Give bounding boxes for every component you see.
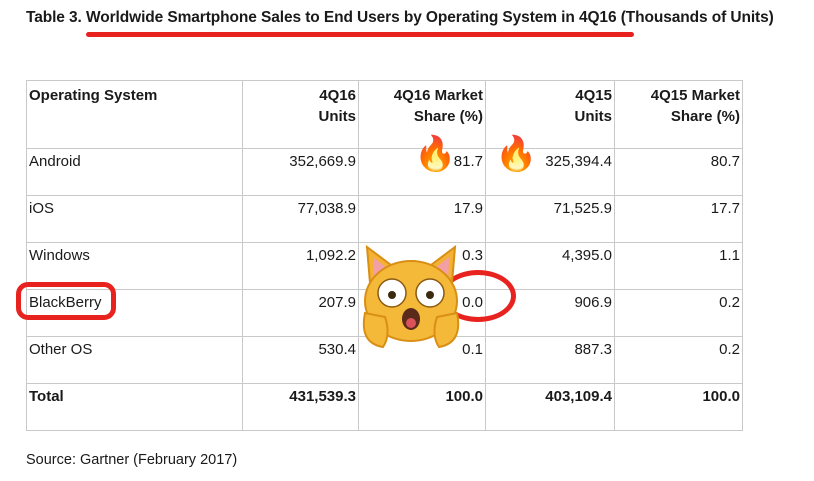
os-name: BlackBerry	[26, 289, 243, 337]
table-caption: Table 3. Worldwide Smartphone Sales to E…	[26, 9, 774, 27]
units-4q16: 1,092.2	[242, 242, 359, 290]
source-note: Source: Gartner (February 2017)	[26, 452, 238, 468]
header-operating-system: Operating System	[26, 80, 243, 149]
units-4q16: 207.9	[242, 289, 359, 337]
table-row: iOS 77,038.9 17.9 71,525.9 17.7	[26, 195, 743, 243]
caption-highlight: Worldwide Smartphone Sales to End Users …	[85, 9, 617, 26]
header-4q16-units: 4Q16 Units	[242, 80, 359, 149]
units-4q15: 887.3	[485, 336, 615, 384]
share-4q15: 0.2	[614, 289, 743, 337]
header-4q15-units: 4Q15 Units	[485, 80, 615, 149]
os-name: iOS	[26, 195, 243, 243]
weary-cat-face-icon	[362, 244, 460, 349]
total-share-4q15: 100.0	[614, 383, 743, 431]
total-units-4q16: 431,539.3	[242, 383, 359, 431]
table-row: Android 352,669.9 81.7 325,394.4 80.7	[26, 148, 743, 196]
total-row: Total 431,539.3 100.0 403,109.4 100.0	[26, 383, 743, 431]
share-4q15: 0.2	[614, 336, 743, 384]
red-underline-annotation	[86, 32, 634, 37]
share-4q15: 1.1	[614, 242, 743, 290]
os-name: Other OS	[26, 336, 243, 384]
units-4q16: 352,669.9	[242, 148, 359, 196]
header-4q15-share: 4Q15 Market Share (%)	[614, 80, 743, 149]
header-4q16-share: 4Q16 Market Share (%)	[358, 80, 486, 149]
caption-suffix: (Thousands of Units)	[616, 9, 774, 26]
header-row: Operating System 4Q16 Units 4Q16 Market Sh…	[26, 80, 743, 149]
total-share-4q16: 100.0	[358, 383, 486, 431]
fire-icon: 🔥	[495, 135, 538, 173]
fire-icon: 🔥	[414, 135, 457, 173]
units-4q15: 71,525.9	[485, 195, 615, 243]
total-label: Total	[26, 383, 243, 431]
units-4q16: 530.4	[242, 336, 359, 384]
table-row: Other OS 530.4 0.1 887.3 0.2	[26, 336, 743, 384]
os-name: Android	[26, 148, 243, 196]
share-4q16: 17.9	[358, 195, 486, 243]
share-4q15: 17.7	[614, 195, 743, 243]
blackberry-highlight-box	[16, 282, 116, 320]
total-units-4q15: 403,109.4	[485, 383, 615, 431]
share-4q15: 80.7	[614, 148, 743, 196]
caption-prefix: Table 3.	[26, 9, 86, 26]
units-4q15: 325,394.4	[485, 148, 615, 196]
units-4q16: 77,038.9	[242, 195, 359, 243]
